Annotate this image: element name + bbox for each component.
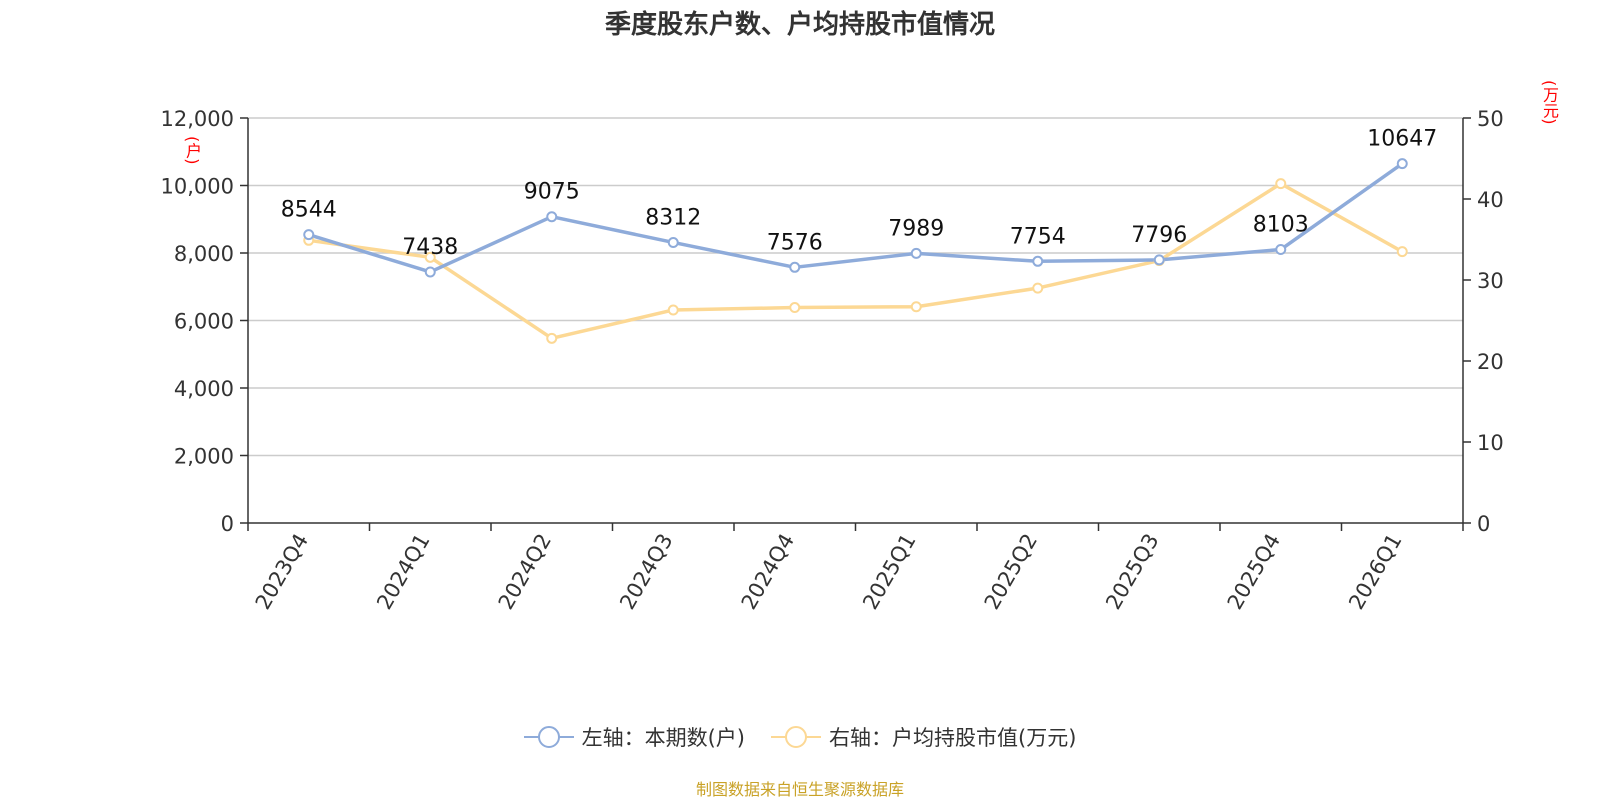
data-label: 7989 [888, 216, 944, 241]
data-point [1275, 178, 1287, 190]
data-point [424, 266, 436, 278]
data-label: 8103 [1253, 213, 1309, 238]
legend-item-avg-value[interactable]: 右轴：户均持股市值(万元) [771, 722, 1076, 752]
data-label: 8544 [281, 198, 337, 223]
data-point [1032, 282, 1044, 294]
data-point [1396, 246, 1408, 258]
grid-lines [248, 117, 1463, 457]
data-point [424, 251, 436, 263]
data-label: 8312 [645, 205, 701, 230]
x-axis-category-label: 2025Q2 [980, 530, 1042, 614]
legend-label-households: 左轴：本期数(户) [581, 726, 745, 750]
series [303, 158, 1408, 344]
x-axis-category-label: 2025Q4 [1223, 530, 1285, 614]
data-point [910, 247, 922, 259]
chart-title: 季度股东户数、户均持股市值情况 [604, 10, 995, 40]
data-point [1032, 255, 1044, 267]
data-label: 10647 [1367, 127, 1437, 152]
data-point [789, 302, 801, 314]
data-point [546, 211, 558, 223]
data-point [789, 261, 801, 273]
x-axis-category-label: 2024Q2 [494, 530, 556, 614]
x-axis-category-label: 2025Q3 [1101, 530, 1163, 614]
data-label: 7796 [1131, 223, 1187, 248]
data-point [303, 229, 315, 241]
axes: 0 2,000 4,000 6,000 8,000 10,000 12,000 0 10 20 30… [161, 107, 1504, 614]
left-axis-unit: (户) [183, 136, 202, 165]
left-axis-tick-label: 6,000 [174, 310, 234, 334]
legend: 左轴：本期数(户) 右轴：户均持股市值(万元) [0, 722, 1600, 752]
data-label: 9075 [524, 180, 580, 205]
data-labels: 8544 7438 9075 8312 7576 7989 7754 7796 8103 1064… [281, 127, 1438, 260]
data-point [546, 332, 558, 344]
data-point [1396, 158, 1408, 170]
right-axis-unit: (万元) [1540, 80, 1559, 125]
legend-label-avg-value: 右轴：户均持股市值(万元) [829, 726, 1077, 750]
x-axis-category-label: 2025Q1 [858, 530, 920, 614]
x-axis-category-label: 2024Q3 [615, 530, 677, 614]
legend-line-circle-icon [523, 726, 574, 748]
left-axis-tick-label: 2,000 [174, 445, 234, 469]
series-line-households [308, 162, 1404, 274]
series-line-avg-value [308, 181, 1404, 341]
data-point [667, 236, 679, 248]
data-label: 7576 [767, 230, 823, 255]
data-point [1153, 254, 1165, 266]
right-axis-tick-label: 20 [1477, 350, 1504, 374]
left-axis-tick-label: 4,000 [174, 377, 234, 401]
data-point [1275, 244, 1287, 256]
left-axis-tick-label: 8,000 [174, 242, 234, 266]
data-label: 7438 [402, 235, 458, 260]
x-axis-category-label: 2024Q4 [737, 530, 799, 614]
legend-item-households[interactable]: 左轴：本期数(户) [523, 722, 745, 752]
x-axis-category-label: 2023Q4 [251, 530, 313, 614]
right-axis-tick-label: 0 [1477, 512, 1490, 536]
x-axis-category-label: 2024Q1 [372, 530, 434, 614]
left-axis-tick-label: 12,000 [161, 107, 234, 131]
data-source-note: 制图数据来自恒生聚源数据库 [695, 780, 904, 799]
left-axis-tick-label: 0 [221, 512, 234, 536]
right-axis-tick-label: 30 [1477, 269, 1504, 293]
right-axis-tick-label: 10 [1477, 431, 1504, 455]
left-axis-tick-label: 10,000 [161, 175, 234, 199]
right-axis-tick-label: 50 [1477, 107, 1504, 131]
x-axis-category-label: 2026Q1 [1344, 530, 1406, 614]
data-point [667, 304, 679, 316]
legend-line-circle-icon [771, 726, 821, 748]
data-point [910, 301, 922, 313]
right-axis-tick-label: 40 [1477, 188, 1504, 212]
data-label: 7754 [1010, 224, 1066, 249]
